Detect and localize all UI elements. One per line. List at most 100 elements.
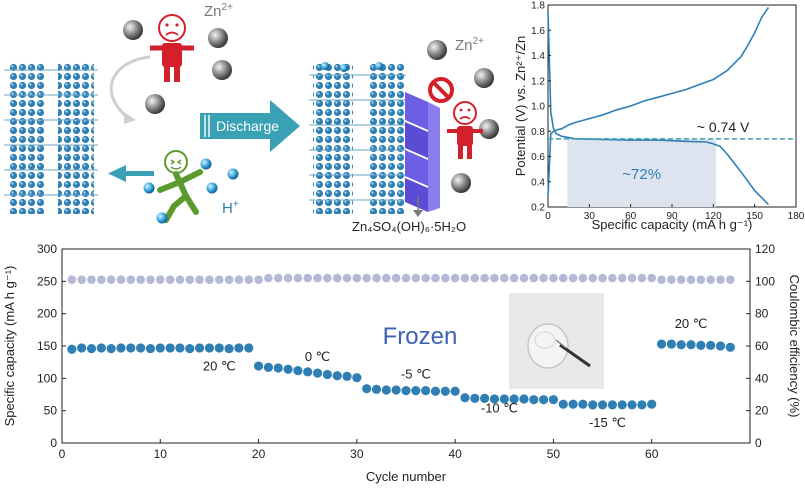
y-right-tick-label: 60 [755, 339, 769, 353]
capacity-point [499, 394, 509, 404]
x-tick-label: 60 [645, 447, 659, 461]
coulombic-efficiency-point [401, 273, 411, 283]
coulombic-efficiency-point [441, 273, 450, 283]
y-right-tick-label: 20 [755, 404, 769, 418]
capacity-point [450, 386, 460, 396]
x-tick-label: 30 [584, 211, 596, 222]
coulombic-efficiency-point [195, 275, 204, 285]
capacity-point [86, 343, 97, 354]
x-tick-label: 60 [625, 211, 637, 222]
capacity-point [273, 363, 283, 373]
capacity-point [175, 343, 185, 353]
capacity-point [706, 340, 716, 350]
coulombic-efficiency-point [490, 273, 499, 283]
capacity-point [617, 400, 627, 410]
capacity-point [195, 343, 205, 353]
capacity-point [627, 400, 637, 410]
x-axis-label: Cycle number [366, 469, 447, 484]
no-entry-icon [428, 77, 454, 103]
sad-person-icon [447, 101, 483, 159]
x-tick-label: 50 [547, 447, 561, 461]
y-tick-label: 1.0 [531, 102, 545, 113]
coulombic-efficiency-point [175, 275, 185, 285]
capacity-point [293, 365, 303, 376]
capacity-point [283, 364, 293, 374]
coulombic-efficiency-point [460, 273, 470, 283]
coulombic-efficiency-point [667, 275, 676, 285]
coulombic-efficiency-point [214, 275, 224, 285]
y-axis-label: Potential (V) vs. Zn²⁺/Zn [513, 36, 528, 177]
capacity-point [234, 343, 244, 353]
proton-label: H+ [222, 199, 239, 217]
temperature-label: 0 ℃ [305, 349, 330, 364]
product-formula: Zn₄SO₄(OH)₆·5H₂O [352, 219, 466, 234]
zn-ion-ball [474, 68, 494, 88]
coulombic-efficiency-point [706, 275, 715, 285]
coulombic-efficiency-point [293, 273, 303, 283]
coulombic-efficiency-point [136, 275, 145, 285]
capacity-point [263, 362, 273, 372]
capacity-point [204, 343, 215, 353]
y-tick-label: 150 [37, 339, 57, 353]
zn-ion-label: Zn2+ [204, 2, 233, 20]
capacity-point [145, 343, 156, 354]
layered-lattice-right [309, 62, 406, 214]
coulombic-efficiency-point [568, 273, 578, 283]
capacity-point [568, 399, 578, 409]
capacity-point [253, 361, 264, 371]
capacity-point [597, 400, 608, 410]
x-tick-label: 0 [59, 447, 66, 461]
coulombic-efficiency-point [224, 275, 234, 285]
coulombic-efficiency-point [509, 273, 519, 283]
capacity-point [352, 373, 362, 383]
zn-ion-ball [427, 40, 447, 60]
coulombic-efficiency-point [323, 273, 332, 283]
capacity-point [578, 399, 588, 409]
coulombic-efficiency-point [372, 273, 381, 283]
coulombic-efficiency-point [254, 275, 263, 285]
x-tick-label: 180 [788, 211, 805, 222]
product-pointer-head [413, 210, 423, 217]
coulombic-efficiency-point [77, 275, 86, 285]
capacity-point [558, 399, 568, 409]
capacity-point [332, 371, 342, 381]
proton-ball [206, 182, 218, 194]
coulombic-efficiency-point [391, 273, 401, 283]
y-tick-label: 300 [37, 242, 57, 256]
discharge-arrow[interactable]: Discharge [200, 100, 300, 152]
x-tick-label: 40 [448, 447, 462, 461]
capacity-point [342, 371, 352, 381]
curved-arrow-head [124, 112, 136, 124]
capacity-point [421, 386, 431, 396]
zn-ion-ball [212, 60, 232, 80]
capacity-point [224, 343, 234, 354]
y-right-tick-label: 40 [755, 371, 769, 385]
coulombic-efficiency-point [165, 275, 175, 285]
y-right-tick-label: 0 [755, 436, 762, 450]
y-axis-label-right: Coulombic efficiency (%) [787, 275, 802, 418]
temperature-label: 20 ℃ [203, 359, 236, 374]
coulombic-efficiency-point [362, 273, 371, 283]
coulombic-efficiency-point [608, 273, 617, 283]
coulombic-efficiency-point [617, 273, 627, 283]
coulombic-efficiency-point [470, 273, 480, 283]
temperature-label: -15 ℃ [589, 415, 626, 430]
capacity-point [411, 386, 421, 396]
zn-ion-ball [208, 28, 228, 48]
proton-ball [156, 212, 168, 224]
capacity-point [470, 393, 480, 403]
y-tick-label: 0 [50, 436, 57, 450]
capacity-point [391, 385, 401, 395]
zinc-hydroxide-sulfate-layer [405, 92, 440, 212]
capacity-point [303, 367, 313, 377]
proton-ball [340, 64, 348, 72]
coulombic-efficiency-point [382, 273, 391, 283]
coulombic-efficiency-point [352, 273, 362, 283]
capacity-point [371, 384, 382, 394]
capacity-point [67, 344, 77, 354]
capacity-point [548, 395, 559, 405]
curved-arrow [109, 55, 151, 120]
coulombic-efficiency-point [67, 275, 77, 285]
coulombic-efficiency-point [726, 275, 735, 285]
